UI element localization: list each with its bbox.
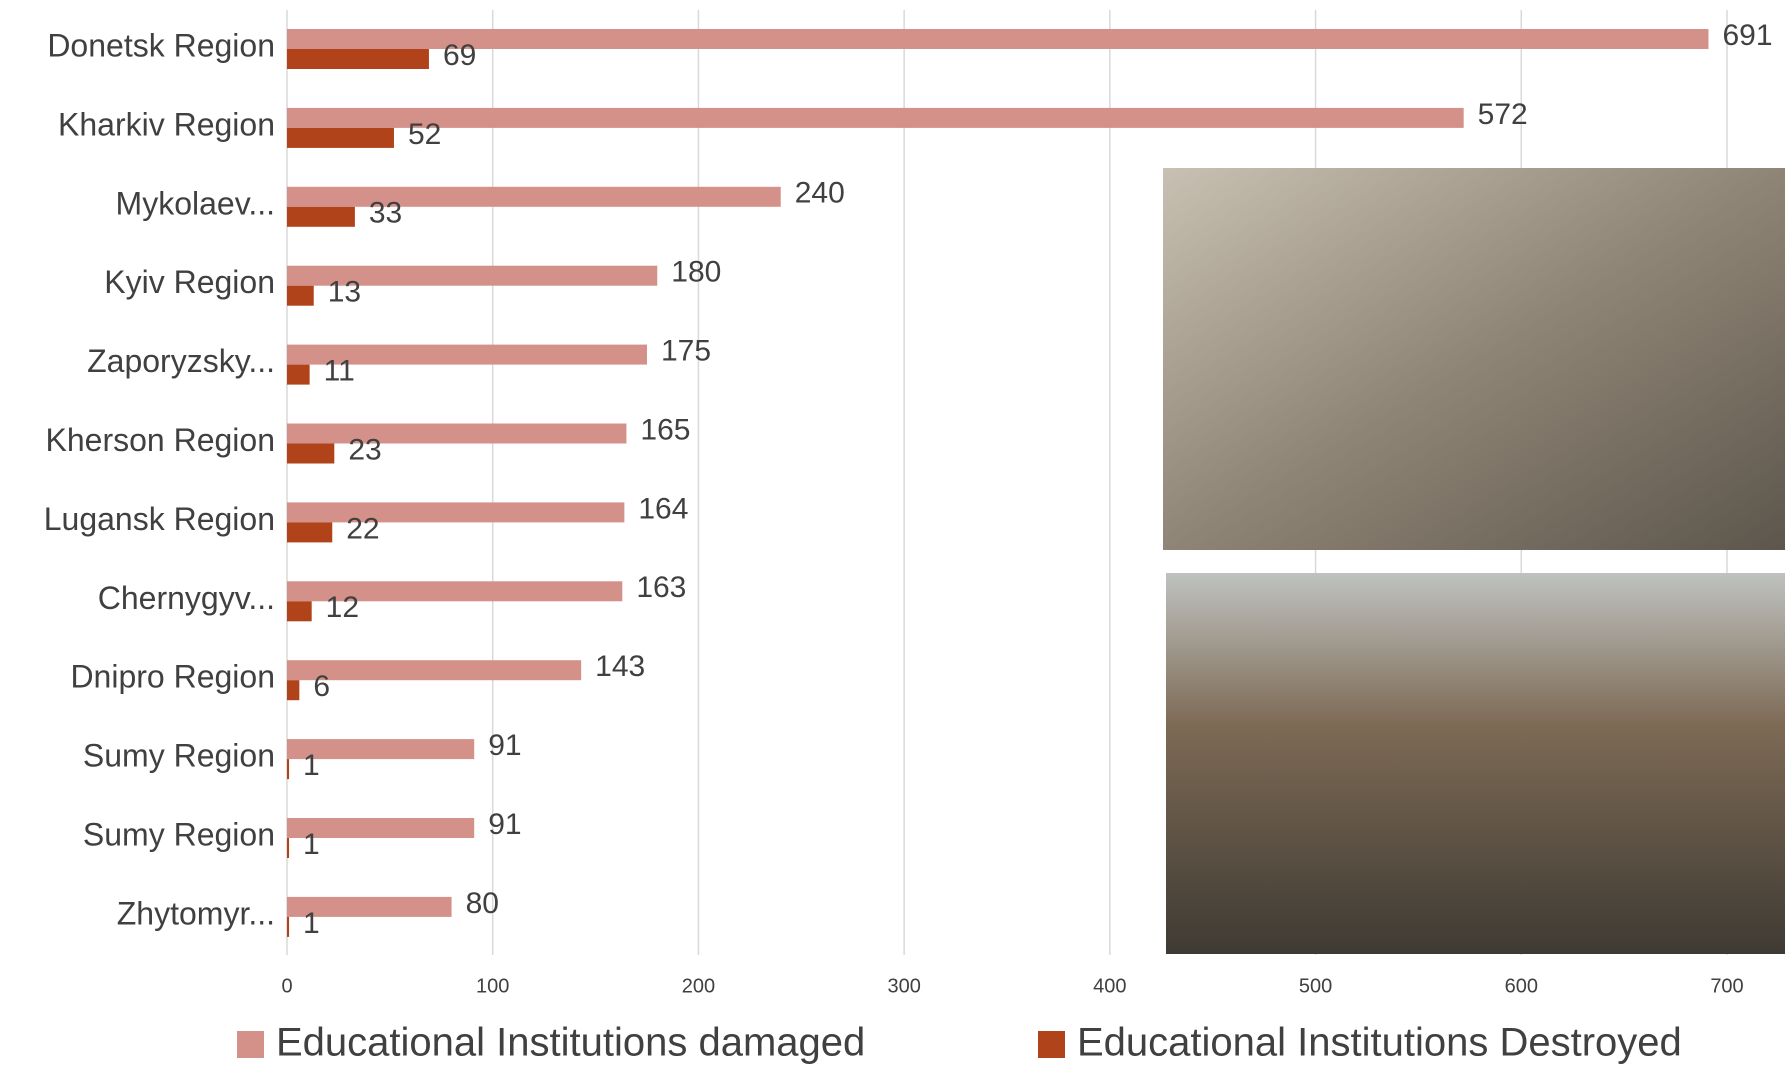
bar [287, 444, 334, 464]
value-label: 143 [595, 650, 645, 683]
value-label: 1 [303, 828, 320, 861]
category-label: Kharkiv Region [58, 106, 275, 142]
legend-label: Educational Institutions damaged [276, 1021, 865, 1065]
category-label: Zhytomyr... [117, 895, 275, 931]
value-label: 175 [661, 335, 711, 368]
category-label: Sumy Region [83, 738, 275, 774]
value-label: 23 [348, 433, 381, 466]
value-label: 180 [671, 256, 721, 289]
bar [287, 207, 355, 227]
category-label: Chernygyv... [98, 580, 275, 616]
value-label: 69 [443, 39, 476, 72]
value-label: 1 [303, 907, 320, 940]
legend-swatch [1038, 1031, 1065, 1058]
category-label: Mykolaev... [116, 185, 275, 221]
value-label: 80 [466, 887, 499, 920]
chart: 0100200300400500600700 69169572522403318… [0, 0, 1785, 1066]
bar [287, 424, 626, 444]
value-label: 91 [488, 808, 521, 841]
bar [287, 838, 289, 858]
bar [287, 29, 1708, 49]
bar [287, 660, 581, 680]
x-tick-label: 700 [1710, 975, 1743, 997]
value-label: 240 [795, 177, 845, 210]
bar [287, 522, 332, 542]
value-label: 165 [640, 413, 690, 446]
value-label: 33 [369, 197, 402, 230]
value-label: 11 [324, 355, 355, 388]
value-label: 52 [408, 118, 441, 151]
photo-ruined-building [1166, 573, 1785, 954]
bar [287, 759, 289, 779]
category-label: Zaporyzsky... [87, 343, 275, 379]
legend-swatch [237, 1031, 264, 1058]
bar [287, 286, 314, 306]
x-tick-label: 400 [1093, 975, 1126, 997]
category-label: Kherson Region [46, 422, 275, 458]
value-label: 12 [326, 591, 359, 624]
bar [287, 365, 310, 385]
category-label: Donetsk Region [47, 27, 275, 63]
value-label: 691 [1722, 19, 1772, 52]
bar [287, 680, 299, 700]
x-tick-label: 500 [1299, 975, 1332, 997]
value-label: 1 [303, 749, 320, 782]
legend-label: Educational Institutions Destroyed [1077, 1021, 1682, 1065]
x-tick-label: 0 [281, 975, 292, 997]
bar [287, 108, 1464, 128]
category-label: Lugansk Region [44, 501, 275, 537]
bar [287, 187, 781, 207]
bar [287, 917, 289, 937]
x-tick-label: 600 [1505, 975, 1538, 997]
bar [287, 502, 624, 522]
value-label: 572 [1478, 98, 1528, 131]
value-label: 164 [638, 492, 688, 525]
bar [287, 49, 429, 69]
value-label: 91 [488, 729, 521, 762]
x-tick-label: 100 [476, 975, 509, 997]
category-label: Kyiv Region [104, 264, 275, 300]
value-label: 6 [313, 670, 330, 703]
category-label: Sumy Region [83, 816, 275, 852]
x-tick-label: 200 [682, 975, 715, 997]
category-label: Dnipro Region [70, 659, 275, 695]
value-label: 13 [328, 276, 361, 309]
value-label: 163 [636, 571, 686, 604]
photo-classroom [1163, 168, 1785, 550]
bar [287, 128, 394, 148]
x-tick-label: 300 [887, 975, 920, 997]
value-label: 22 [346, 512, 379, 545]
bar [287, 601, 312, 621]
